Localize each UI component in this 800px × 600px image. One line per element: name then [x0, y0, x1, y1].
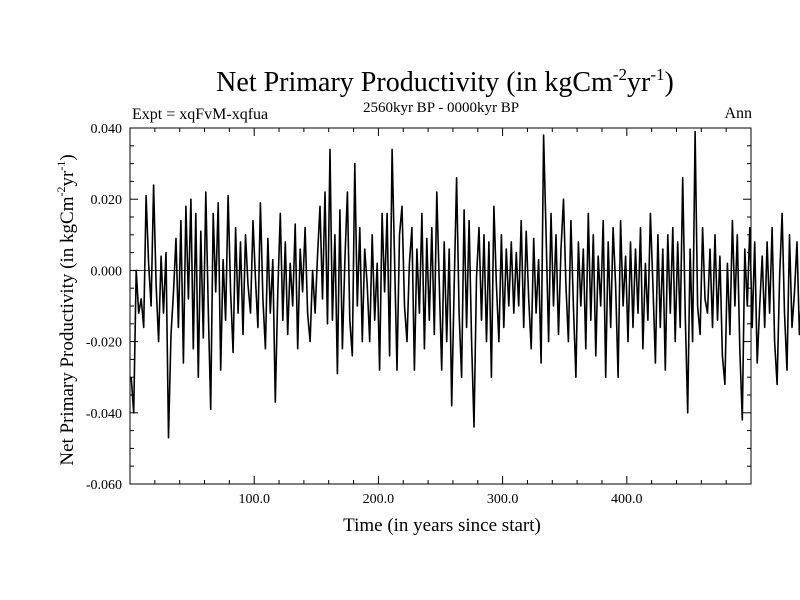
chart-title-main: Net Primary Productivity (in kgCm	[216, 67, 613, 98]
chart-title-sup2: -1	[650, 65, 664, 84]
x-tick-label: 200.0	[363, 492, 395, 507]
y-tick-label: -0.060	[86, 478, 122, 493]
y-tick-label: 0.040	[91, 122, 123, 137]
y-axis-label: Net Primary Productivity (in kgCm-2yr-1)	[54, 154, 78, 465]
chart-title-tail: )	[664, 67, 673, 98]
chart-title-mid: yr	[627, 67, 651, 98]
y-axis-label-sup2: -1	[54, 161, 68, 171]
y-tick-label: -0.020	[86, 336, 122, 351]
axes: 100.0 200.0 300.0 400.0 0.040 0.020 0.000 -0.02…	[86, 122, 751, 507]
experiment-label: Expt = xqFvM-xqfua	[132, 106, 268, 123]
y-axis-label-mid: yr	[57, 170, 78, 187]
y-axis-label-tail: )	[57, 154, 78, 160]
x-tick-label: 100.0	[238, 492, 270, 507]
season-label: Ann	[724, 105, 752, 122]
x-tick-label: 300.0	[487, 492, 519, 507]
series-line	[130, 130, 800, 439]
series-group	[130, 130, 800, 439]
y-axis-label-main: Net Primary Productivity (in kgCm	[57, 196, 78, 465]
y-tick-label: 0.020	[91, 193, 123, 208]
y-tick-label: 0.000	[91, 264, 123, 279]
y-tick-label: -0.040	[86, 407, 122, 422]
chart-title-sup1: -2	[613, 65, 627, 84]
x-tick-label: 400.0	[611, 492, 643, 507]
y-axis-label-sup1: -2	[54, 187, 68, 197]
chart-title: Net Primary Productivity (in kgCm-2yr-1)	[216, 65, 674, 98]
period-label: 2560kyr BP - 0000kyr BP	[363, 100, 519, 116]
x-axis-label: Time (in years since start)	[343, 515, 541, 536]
